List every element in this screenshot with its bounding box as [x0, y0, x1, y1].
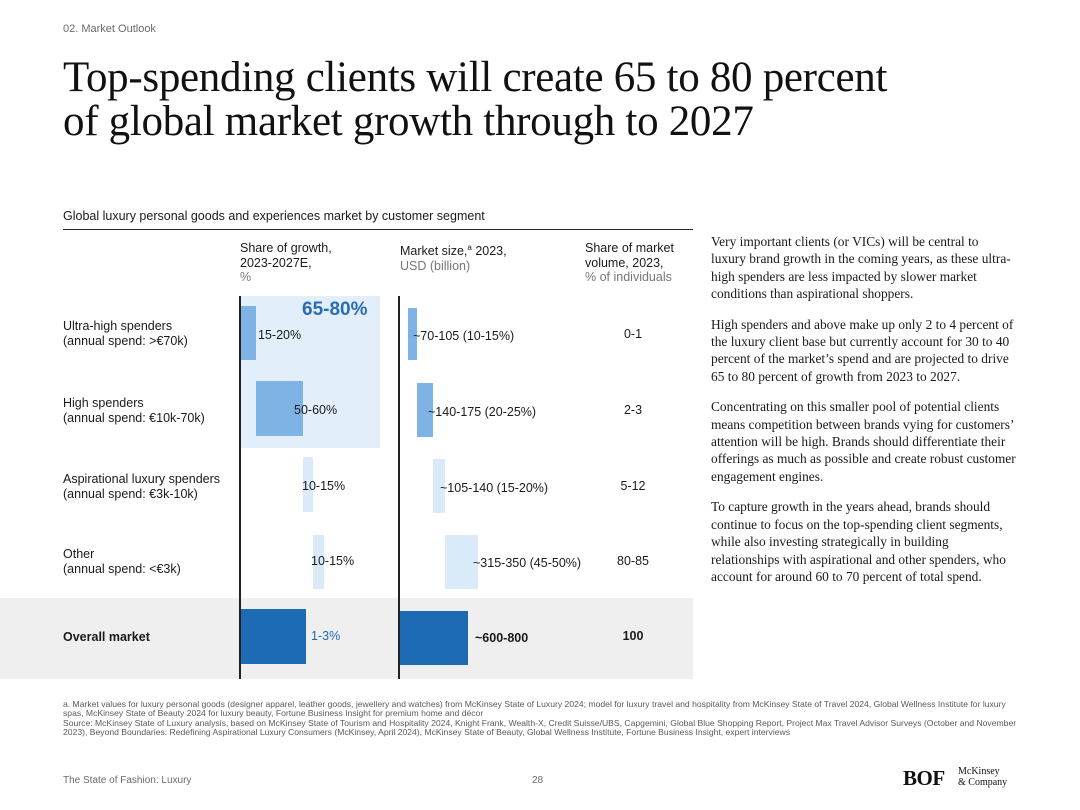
- market-header-footnote-mark: a: [467, 243, 472, 252]
- commentary: Very important clients (or VICs) will be…: [711, 233, 1016, 598]
- row-label-high: High spenders (annual spend: €10k-70k): [63, 396, 205, 425]
- title-line-2: of global market growth through to 2027: [63, 98, 754, 145]
- mckinsey-logo: McKinsey & Company: [958, 766, 1008, 788]
- growth-label-other: 10-15%: [311, 554, 355, 568]
- mckinsey-logo-line-1: McKinsey: [958, 766, 1000, 777]
- volume-share-high: 2-3: [623, 403, 643, 417]
- growth-bar-overall: [241, 609, 306, 664]
- growth-label-high: 50-60%: [294, 403, 338, 417]
- row-sub: (annual spend: <€3k): [63, 561, 181, 576]
- market-bar-high: [416, 383, 433, 437]
- row-sub: (annual spend: €3k-10k): [63, 486, 198, 501]
- market-bar-aspirational: [432, 459, 445, 513]
- volume-share-other: 80-85: [617, 554, 649, 568]
- market-bar-overall: [400, 611, 468, 665]
- volume-header-line-2: volume, 2023,: [585, 255, 664, 270]
- volume-header-line-1: Share of market: [585, 241, 674, 255]
- market-header-line-1: Market size,a 2023,: [400, 241, 507, 259]
- footnote-a: a. Market values for luxury personal goo…: [63, 699, 1006, 719]
- market-label-overall: ~600-800: [475, 631, 529, 645]
- growth-column-header: Share of growth, 2023-2027E, %: [240, 241, 332, 285]
- row-sub: (annual spend: >€70k): [63, 333, 188, 348]
- market-header-year: 2023,: [471, 244, 507, 259]
- page-number: 28: [532, 775, 544, 786]
- growth-label-overall: 1-3%: [311, 629, 341, 643]
- market-header-label: Market size,: [400, 244, 468, 259]
- growth-bar-other: [313, 535, 324, 589]
- growth-label-aspirational: 10-15%: [302, 479, 346, 493]
- overall-row-background: [0, 598, 693, 679]
- bof-logo: BOF: [903, 766, 945, 790]
- growth-bar-aspirational: [302, 457, 314, 512]
- growth-header-line-2: 2023-2027E,: [240, 255, 312, 270]
- commentary-paragraph: Concentrating on this smaller pool of po…: [711, 399, 1016, 484]
- chart-title-rule: [63, 229, 693, 230]
- row-label-aspirational: Aspirational luxury spenders (annual spe…: [63, 472, 220, 501]
- growth-label-ultra-high: 15-20%: [258, 328, 302, 342]
- section-label: 02. Market Outlook: [63, 23, 156, 35]
- row-label-overall: Overall market: [63, 630, 150, 644]
- page-title: Top-spending clients will create 65 to 8…: [63, 56, 1043, 144]
- growth-axis: [239, 296, 241, 679]
- row-name: Aspirational luxury spenders: [63, 472, 221, 486]
- growth-bar-ultra-high: [241, 306, 256, 360]
- volume-column-header: Share of market volume, 2023, % of indiv…: [585, 241, 674, 285]
- market-axis: [398, 296, 400, 679]
- top-spenders-growth-label: 65-80%: [302, 299, 368, 320]
- footnotes: a. Market values for luxury personal goo…: [63, 699, 1023, 738]
- growth-bar-high: [255, 381, 303, 436]
- publication-name: The State of Fashion: Luxury: [63, 775, 192, 786]
- row-name: Other: [63, 547, 95, 561]
- volume-share-ultra-high: 0-1: [623, 327, 643, 341]
- growth-header-unit: %: [240, 270, 252, 284]
- market-column-header: Market size,a 2023, USD (billion): [400, 241, 507, 273]
- commentary-paragraph: High spenders and above make up only 2 t…: [711, 316, 1014, 384]
- market-label-aspirational: ~105-140 (15-20%): [440, 481, 549, 495]
- volume-share-overall: 100: [622, 629, 644, 643]
- market-header-unit: USD (billion): [400, 258, 471, 273]
- volume-share-aspirational: 5-12: [620, 479, 646, 493]
- source-note: Source: McKinsey State of Luxury analysi…: [63, 717, 1017, 738]
- title-line-1: Top-spending clients will create 65 to 8…: [63, 54, 888, 101]
- market-label-ultra-high: ~70-105 (10-15%): [413, 329, 515, 343]
- market-bar-other: [444, 535, 478, 589]
- row-name: High spenders: [63, 396, 144, 410]
- commentary-paragraph: To capture growth in the years ahead, br…: [711, 499, 1006, 584]
- market-bar-ultra-high: [408, 308, 417, 360]
- market-label-other: ~315-350 (45-50%): [473, 556, 582, 570]
- market-label-high: ~140-175 (20-25%): [428, 405, 537, 419]
- row-name: Ultra-high spenders: [63, 319, 173, 333]
- mckinsey-logo-line-2: & Company: [958, 776, 1008, 788]
- row-sub: (annual spend: €10k-70k): [63, 410, 205, 425]
- chart-title: Global luxury personal goods and experie…: [63, 209, 485, 223]
- volume-header-unit: % of individuals: [585, 270, 672, 284]
- row-label-ultra-high: Ultra-high spenders (annual spend: >€70k…: [63, 319, 188, 348]
- row-label-other: Other (annual spend: <€3k): [63, 547, 181, 576]
- commentary-paragraph: Very important clients (or VICs) will be…: [711, 234, 1011, 302]
- growth-header-line-1: Share of growth,: [240, 241, 332, 255]
